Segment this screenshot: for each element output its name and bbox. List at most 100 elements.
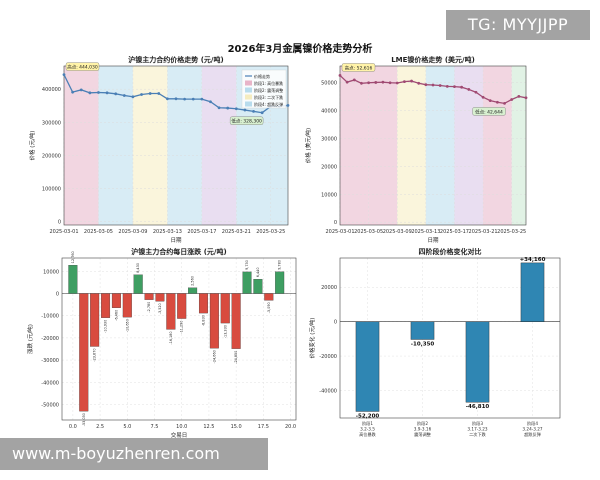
- phase-value-label: -52,200: [356, 413, 380, 419]
- lme-ytick-label: 0: [334, 220, 337, 226]
- shfe-point: [148, 92, 152, 95]
- shfe-annotation: 低点: 328,300: [231, 118, 262, 125]
- phase-category-label: 超跌反弹: [524, 431, 541, 438]
- lme-ytick-label: 50000: [321, 81, 337, 87]
- daily-bar: [144, 293, 154, 300]
- lme-xtick-label: 2025-03-01: [325, 229, 354, 235]
- lme-frame: [339, 65, 527, 226]
- shfe-xtick-label: 2025-03-05: [84, 229, 113, 235]
- shfe-xtick-label: 2025-03-17: [187, 229, 216, 235]
- shfe-point: [234, 107, 238, 111]
- phase-value-label: -46,810: [466, 404, 490, 410]
- phase-category-label: 高位暴跌: [359, 431, 377, 438]
- daily-value-label: -8,830: [201, 315, 205, 326]
- lme-point: [381, 80, 385, 84]
- phase-bar: [465, 321, 490, 403]
- lme-point: [388, 81, 392, 85]
- shfe-point: [71, 90, 75, 94]
- daily-bar: [133, 274, 143, 294]
- lme-xtick-label: 2025-03-25: [497, 229, 526, 235]
- lme-xtick-label: 2025-03-17: [440, 229, 469, 235]
- daily-title: 沪镍主力合约每日涨跌 (元/吨): [131, 247, 226, 256]
- shfe-point: [97, 91, 100, 94]
- shfe-legend-swatch: [245, 80, 252, 86]
- shfe-annotation-box: [229, 116, 264, 125]
- phase-value-label: -10,350: [411, 341, 435, 347]
- daily-bar: [231, 293, 241, 349]
- shfe-point: [140, 93, 143, 96]
- shfe-ytick-label: 200000: [42, 153, 61, 159]
- shfe-ylabel: 价格 (元/吨): [28, 131, 36, 161]
- daily-value-label: -23,870: [93, 348, 97, 361]
- shfe-legend-swatch: [245, 101, 252, 107]
- daily-bar: [122, 293, 132, 318]
- daily-bar: [198, 293, 208, 314]
- lme-xtick-label: 2025-03-13: [411, 229, 440, 235]
- shfe-xtick-label: 2025-03-25: [256, 229, 285, 235]
- daily-value-label: -53,030: [82, 413, 86, 426]
- shfe-legend-swatch: [245, 94, 252, 100]
- lme-point: [510, 98, 514, 101]
- lme-annotation: 低点: 42,644: [475, 108, 503, 115]
- daily-xlabel: 交易日: [171, 431, 188, 439]
- daily-value-label: -6,460: [114, 310, 118, 321]
- shfe-point: [191, 97, 195, 101]
- lme-point: [460, 85, 464, 89]
- shfe-point: [88, 91, 92, 95]
- shfe-xtick-label: 2025-03-09: [118, 229, 147, 235]
- daily-value-label: 9,780: [278, 260, 282, 270]
- phase-compare-chart: 四阶段价格变化对比200000-20000-40000-52,200阶段13.2…: [308, 247, 561, 438]
- phase-category-label: 3.9-3.16: [414, 427, 432, 432]
- lme-price-chart: LME镍价格走势 (美元/吨) 0 10000 20000 30000 40000 5000…: [304, 55, 528, 244]
- shfe-ytick-label: 300000: [42, 120, 61, 126]
- daily-value-label: -3,520: [158, 303, 162, 314]
- daily-ylabel: 涨跌 (元/吨): [26, 324, 34, 354]
- lme-xlabel: 日期: [427, 237, 439, 244]
- lme-point: [431, 83, 435, 87]
- lme-annotation-box: [341, 63, 376, 72]
- phase-category-label: 3.24-3.27: [522, 427, 542, 432]
- daily-bar: [264, 293, 274, 301]
- phase-category-label: 阶段2: [417, 420, 428, 427]
- daily-bar: [166, 293, 176, 330]
- figure-title: 2026年3月金属镍价格走势分析: [227, 44, 373, 55]
- lme-phase-band: [483, 66, 512, 225]
- lme-point: [395, 81, 399, 85]
- phase-category-label: 3.2-3.5: [360, 427, 375, 432]
- shfe-legend-swatch: [245, 87, 252, 93]
- shfe-ytick-label: 100000: [42, 187, 61, 193]
- daily-xtick-label: 7.5: [151, 424, 159, 430]
- lme-point: [410, 79, 413, 83]
- shfe-xtick-label: 2025-03-21: [222, 229, 251, 235]
- lme-phase-band: [368, 66, 398, 225]
- lme-point: [445, 84, 449, 88]
- lme-point: [488, 99, 492, 102]
- daily-value-label: -10,650: [125, 319, 129, 332]
- daily-bar: [177, 293, 187, 319]
- shfe-point: [260, 111, 264, 115]
- shfe-phase-band: [201, 66, 237, 225]
- shfe-ytick-label: 400000: [42, 87, 61, 93]
- shfe-point: [183, 97, 187, 101]
- shfe-point: [62, 73, 66, 77]
- lme-annotation: 高点: 52,616: [345, 64, 373, 71]
- shfe-legend-label: 价格走势: [254, 73, 270, 79]
- phase-ytick-label: -40000: [319, 388, 337, 394]
- lme-ylabel: 价格 (美元/吨): [304, 128, 312, 163]
- lme-point: [453, 85, 456, 89]
- shfe-legend-label: 阶段1: 高位暴跌: [254, 80, 283, 86]
- lme-point: [503, 101, 506, 105]
- daily-bar: [79, 293, 89, 412]
- daily-bar: [209, 293, 219, 349]
- shfe-legend-label: 阶段3: 二次下跌: [254, 94, 283, 100]
- daily-value-label: 6,440: [256, 267, 260, 277]
- phase-ytick-label: -20000: [319, 354, 337, 360]
- phase-category-label: 阶段4: [527, 420, 538, 427]
- shfe-point: [105, 91, 109, 95]
- shfe-point: [79, 88, 83, 92]
- daily-xtick-label: 17.5: [258, 424, 269, 430]
- shfe-legend-label: 阶段2: 震荡调整: [254, 87, 283, 93]
- shfe-point: [209, 100, 212, 104]
- shfe-point: [114, 92, 118, 96]
- daily-ytick-label: -20000: [41, 336, 59, 342]
